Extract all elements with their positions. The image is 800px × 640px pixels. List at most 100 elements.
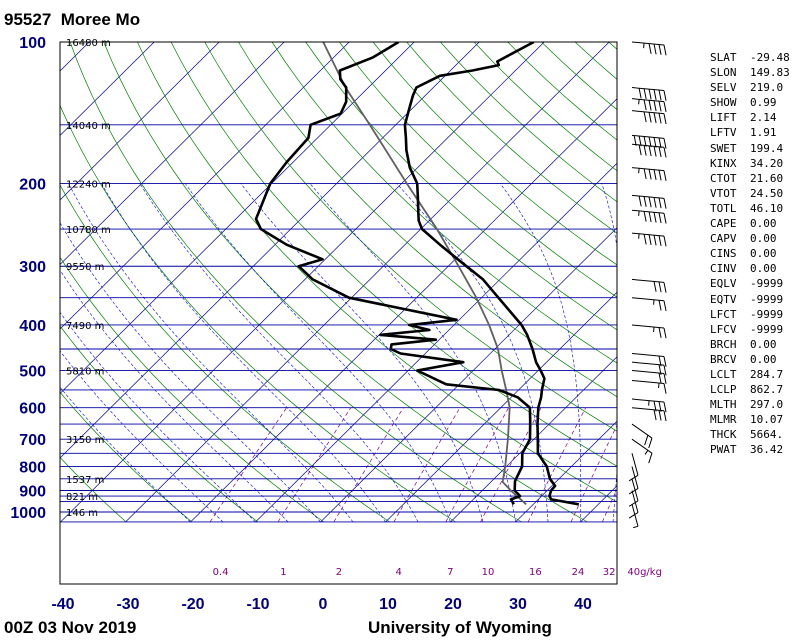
temperature-tick-label: 10: [379, 596, 397, 613]
temperature-tick-label: 30: [509, 596, 527, 613]
index-value: 34.20: [750, 156, 784, 170]
height-label: 821 m: [66, 492, 98, 503]
wind-barb-flag: [648, 211, 652, 223]
wind-barb-flag: [648, 43, 652, 54]
index-row: KINX 34.20: [710, 156, 794, 171]
pressure-tick-label: 1000: [10, 505, 46, 522]
wind-barb-flag: [643, 88, 647, 100]
wind-barb: [631, 98, 667, 113]
dry-adiabat-line: [103, 42, 588, 523]
index-row: THCK 5664.: [710, 427, 794, 442]
index-value: 0.00: [750, 247, 777, 261]
mixing-ratio-label: 10: [482, 567, 495, 578]
index-name: LFCV: [710, 322, 737, 336]
index-name: MLMR: [710, 413, 737, 427]
wind-barb: [628, 490, 639, 519]
index-row: SELV 219.0: [710, 80, 794, 95]
temperature-tick-label: 40: [574, 596, 592, 613]
wind-barb-flag: [653, 146, 657, 157]
dry-adiabat-line: [60, 521, 61, 523]
wind-barb-flag: [663, 170, 667, 181]
dry-adiabat-line: [305, 42, 617, 331]
index-row: VTOT 24.50: [710, 186, 794, 201]
index-value: 0.00: [750, 262, 777, 276]
plot-area: [60, 42, 617, 523]
isotherm-line: [60, 42, 545, 523]
dry-adiabat-line: [339, 42, 617, 298]
wind-barb-flag: [663, 410, 667, 422]
wind-barb: [631, 194, 667, 209]
index-name: CAPE: [710, 217, 737, 231]
wind-barb-flag: [658, 89, 662, 101]
dry-adiabat-line: [238, 42, 617, 398]
index-value: 0.00: [750, 337, 777, 351]
wind-barb-flag: [663, 147, 667, 158]
wind-barb-flag: [663, 90, 667, 101]
wind-barb-flag: [643, 168, 647, 180]
height-label: 9550 m: [66, 262, 104, 273]
wind-barb-shaft: [631, 232, 665, 237]
wind-barb-shaft: [631, 490, 639, 513]
temperature-tick-label: 0: [319, 596, 328, 613]
wind-barb-shaft: [631, 379, 665, 384]
isotherm-line: [385, 291, 617, 523]
wind-barb: [631, 143, 667, 158]
index-value: -9999: [750, 307, 784, 321]
wind-barb-shaft: [631, 278, 665, 283]
wind-barb-flag: [663, 138, 667, 149]
wind-barb-flag: [658, 44, 662, 55]
moist-adiabat-line: [499, 183, 582, 522]
index-row: LFCV -9999: [710, 322, 794, 337]
dry-adiabat-line: [372, 42, 617, 266]
isotherm-line: [60, 42, 220, 201]
wind-barb-flag: [663, 300, 667, 312]
index-name: LCLT: [710, 367, 737, 381]
wind-barb-flag: [628, 500, 639, 507]
wind-barb-shaft: [631, 167, 665, 172]
index-name: CINS: [710, 247, 737, 261]
index-name: EQTV: [710, 292, 737, 306]
index-value: -9999: [750, 277, 784, 291]
wind-barb: [631, 324, 667, 339]
pressure-tick-label: 200: [19, 176, 46, 193]
isotherm-line: [125, 42, 610, 523]
wind-barb-flag: [663, 327, 667, 339]
isotherm-line: [515, 420, 617, 523]
wind-barb-shaft: [631, 209, 665, 214]
wind-barb-flag: [658, 113, 662, 124]
index-name: LFTV: [710, 126, 737, 140]
wind-barb-flag: [663, 365, 667, 376]
index-name: PWAT: [710, 443, 737, 457]
pressure-tick-label: 500: [19, 364, 46, 381]
index-value: 1.91: [750, 126, 777, 140]
wind-barb-flag: [628, 474, 639, 482]
wind-barb-shaft: [631, 324, 665, 329]
wind-barb-flag: [663, 44, 667, 56]
wind-barb-flag: [643, 99, 647, 111]
index-name: SLAT: [710, 51, 737, 64]
isotherm-line: [60, 42, 155, 136]
temperature-tick-label: -30: [116, 596, 139, 613]
wind-barb-shaft: [631, 98, 665, 103]
station-id: 95527: [4, 10, 52, 29]
index-row: SLON 149.83: [710, 65, 794, 80]
stability-indices-table: SLAT -29.48 SLON 149.83 SELV 219.0 SHOW 0.99 LIF…: [710, 50, 794, 458]
wind-barb-shaft: [631, 143, 665, 148]
isotherm-line: [60, 42, 285, 265]
height-label: 7490 m: [66, 321, 104, 332]
wind-barb: [631, 232, 667, 247]
pressure-tick-label: 800: [19, 459, 46, 476]
index-value: 0.00: [750, 217, 777, 231]
pressure-tick-label: 300: [19, 259, 46, 276]
wind-barb-flag: [653, 112, 657, 124]
wind-barb: [631, 370, 667, 384]
wind-barb-shaft: [631, 352, 665, 357]
wind-barb-flag: [648, 89, 652, 100]
dry-adiabat-line: [60, 256, 325, 523]
wind-barb-flag: [653, 281, 657, 292]
mixing-ratio-line: [209, 407, 287, 523]
wind-barb: [631, 379, 667, 394]
moist-adiabat-line: [396, 183, 549, 523]
data-source: University of Wyoming: [368, 618, 552, 637]
wind-barb-shaft: [631, 438, 653, 454]
